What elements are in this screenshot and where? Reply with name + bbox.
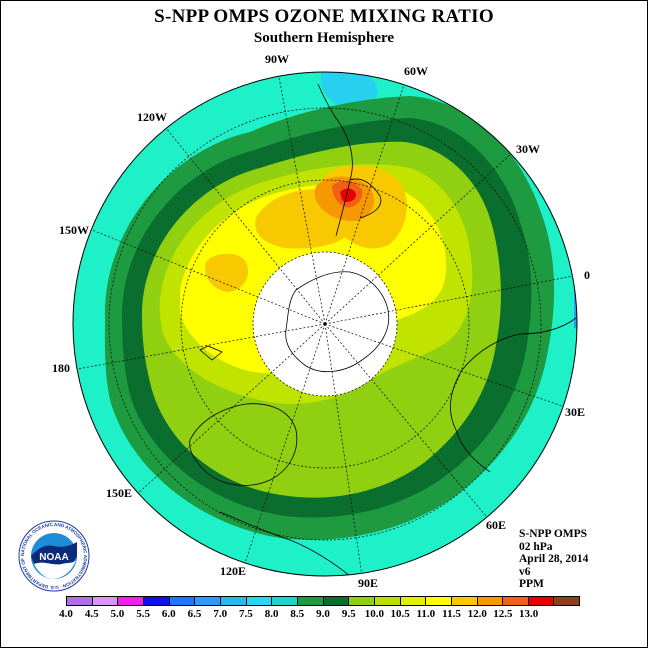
lon-label-60w: 60W bbox=[404, 64, 428, 78]
colorbar-segment bbox=[503, 597, 529, 605]
colorbar-tick-label: 8.5 bbox=[290, 608, 305, 620]
colorbar-tick-label: 6.0 bbox=[161, 608, 176, 620]
colorbar-tick-label: 13.0 bbox=[518, 608, 539, 620]
colorbar-tick-label: 11.0 bbox=[416, 608, 436, 620]
colorbar-segment bbox=[272, 597, 298, 605]
colorbar-segment bbox=[297, 597, 324, 605]
antarctica-outline bbox=[285, 271, 390, 373]
colorbar-tick-label: 12.5 bbox=[493, 608, 513, 620]
lon-label-60e: 60E bbox=[486, 518, 507, 532]
colorbar-tick-label: 10.0 bbox=[364, 608, 385, 620]
colorbar-segment bbox=[220, 597, 247, 605]
lon-label-120w: 120W bbox=[137, 110, 167, 124]
lon-label-90e: 90E bbox=[358, 576, 379, 590]
colorbar-segment bbox=[400, 597, 427, 605]
colorbar-tick-label: 7.0 bbox=[213, 608, 228, 620]
lon-label-30w: 30W bbox=[516, 142, 540, 156]
colorbar-tick-label: 4.5 bbox=[84, 608, 99, 620]
graticule bbox=[73, 72, 577, 576]
map-title: S-NPP OMPS OZONE MIXING RATIO bbox=[154, 6, 494, 27]
colorbar-segment bbox=[67, 597, 93, 605]
info-units: PPM bbox=[519, 578, 544, 590]
noaa-logo: NATIONAL OCEANIC AND ATMOSPHERIC ADMINIS… bbox=[18, 520, 90, 592]
cyan-region bbox=[320, 72, 378, 109]
colorbar-tick-label: 10.5 bbox=[390, 608, 410, 620]
red-region bbox=[340, 188, 356, 203]
colorbar-tick-label: 5.5 bbox=[136, 608, 150, 620]
colorbar-tick-label: 12.0 bbox=[467, 608, 487, 620]
africa-outline bbox=[450, 317, 577, 473]
australia-outline bbox=[189, 403, 298, 486]
colorbar-segment bbox=[374, 597, 401, 605]
colorbar-segment bbox=[92, 597, 119, 605]
colorbar-tick-label: 11.5 bbox=[442, 608, 461, 620]
lon-label-180: 180 bbox=[52, 361, 70, 375]
asia-coast-outline bbox=[219, 511, 351, 576]
info-date: April 28, 2014 bbox=[519, 553, 589, 565]
lon-label-0: 0 bbox=[584, 268, 590, 282]
south-america-outline bbox=[317, 83, 382, 237]
colorbar-segment bbox=[195, 597, 221, 605]
logo-text: NOAA bbox=[39, 552, 68, 563]
colorbar-tick-label: 4.0 bbox=[59, 608, 73, 620]
colorbar bbox=[66, 596, 580, 606]
colorbar-segment bbox=[528, 597, 555, 605]
colorbar-segment bbox=[349, 597, 375, 605]
colorbar-segment bbox=[477, 597, 504, 605]
lon-label-30e: 30E bbox=[565, 405, 586, 419]
lon-label-150e: 150E bbox=[106, 486, 133, 500]
light-orange-region-3 bbox=[205, 253, 248, 292]
colorbar-segment bbox=[143, 597, 170, 605]
map-boundary bbox=[72, 71, 578, 577]
colorbar-segment bbox=[426, 597, 452, 605]
info-pressure-level: 02 hPa bbox=[519, 540, 553, 553]
info-version: v6 bbox=[519, 565, 531, 578]
colorbar-segment bbox=[323, 597, 350, 605]
colorbar-tick-label: 7.5 bbox=[239, 608, 253, 620]
colorbar-tick-label: 6.5 bbox=[187, 608, 202, 620]
lon-label-120e: 120E bbox=[220, 564, 247, 578]
info-block: S-NPP OMPS 02 hPa April 28, 2014 v6 PPM bbox=[519, 528, 588, 591]
new-zealand-outline bbox=[199, 345, 223, 361]
colorbar-tick-label: 8.0 bbox=[264, 608, 279, 620]
colorbar-segment bbox=[246, 597, 273, 605]
colorbar-tick-label: 9.0 bbox=[316, 608, 330, 620]
colorbar-segment bbox=[554, 597, 580, 605]
lon-label-150w: 150W bbox=[59, 223, 89, 237]
info-instrument: S-NPP OMPS bbox=[519, 528, 588, 540]
colorbar-segment bbox=[169, 597, 196, 605]
lon-label-90w: 90W bbox=[265, 52, 289, 66]
colorbar-tick-label: 9.5 bbox=[341, 608, 356, 620]
colorbar-tick-label: 5.0 bbox=[110, 608, 125, 620]
map-subtitle: Southern Hemisphere bbox=[253, 30, 395, 46]
colorbar-segment bbox=[451, 597, 478, 605]
colorbar-segment bbox=[118, 597, 144, 605]
